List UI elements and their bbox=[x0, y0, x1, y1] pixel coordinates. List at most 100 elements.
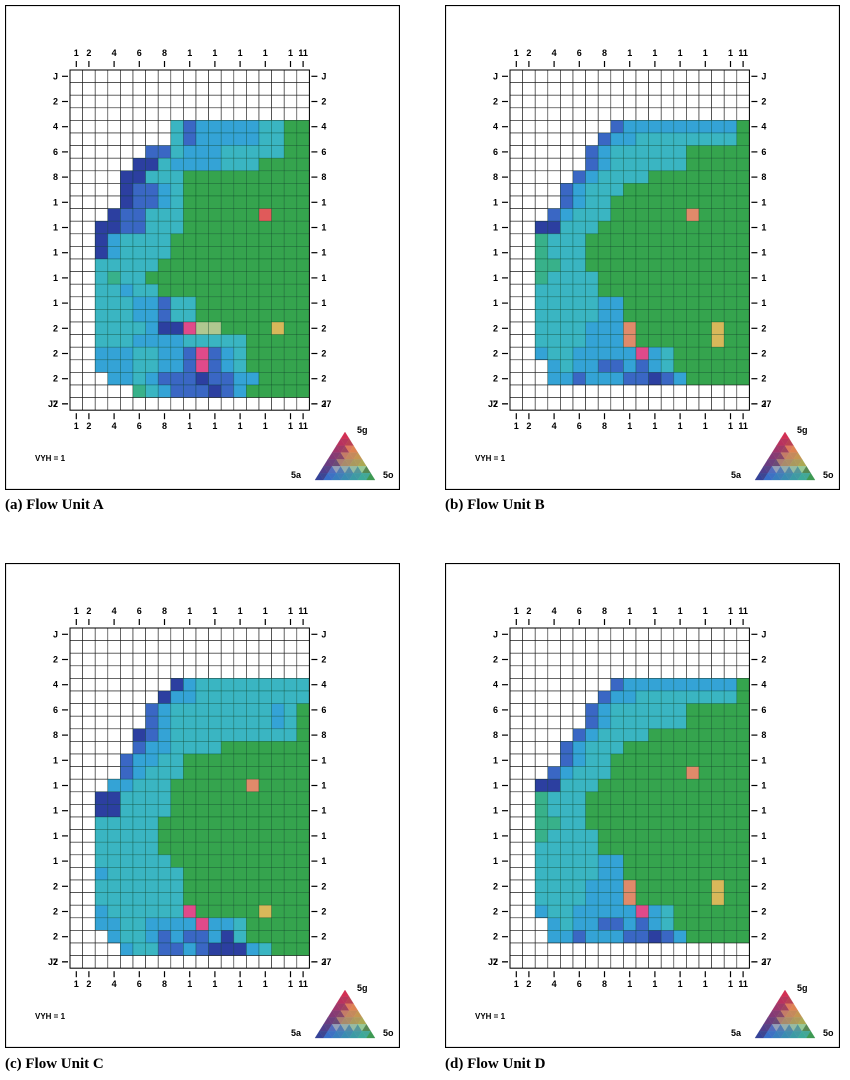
heatmap-cell bbox=[723, 829, 738, 843]
right-tick-label: 1 bbox=[761, 755, 766, 765]
heatmap-cell bbox=[157, 741, 172, 755]
heatmap-cell bbox=[698, 195, 712, 209]
heatmap-cell bbox=[120, 246, 134, 260]
heatmap-cell bbox=[698, 258, 712, 272]
heatmap-cell bbox=[195, 904, 209, 919]
heatmap-cell bbox=[145, 157, 159, 172]
heatmap-cell bbox=[258, 69, 272, 83]
heatmap-cell bbox=[635, 283, 649, 298]
heatmap-cell bbox=[220, 867, 235, 881]
heatmap-cell bbox=[195, 120, 209, 134]
heatmap-cell bbox=[635, 120, 649, 134]
heatmap-cell bbox=[82, 678, 96, 692]
ternary-cell bbox=[806, 1030, 816, 1039]
left-tick-label: J bbox=[493, 71, 498, 81]
right-tick-label: 1 bbox=[761, 781, 766, 791]
heatmap-svg: 1 2 4 6 8 1 1 1 1 1 111 2 4 6 8 1 1 1 1 1 11J2468111112222J7… bbox=[5, 5, 400, 490]
heatmap-cell bbox=[246, 258, 260, 272]
heatmap-cell bbox=[597, 346, 612, 361]
heatmap-cell bbox=[157, 120, 172, 134]
heatmap-cell bbox=[648, 183, 662, 197]
heatmap-cell bbox=[648, 678, 662, 692]
right-tick-label: J7 bbox=[321, 957, 331, 967]
left-tick-label: 1 bbox=[493, 755, 498, 765]
heatmap-cell bbox=[572, 703, 586, 717]
heatmap-cell bbox=[585, 170, 599, 184]
heatmap-cell bbox=[283, 627, 298, 641]
heatmap-cell bbox=[711, 94, 725, 109]
heatmap-cell bbox=[585, 183, 599, 197]
heatmap-cell bbox=[547, 283, 561, 298]
heatmap-cell bbox=[296, 955, 310, 969]
heatmap-cell bbox=[572, 841, 586, 856]
heatmap-cell bbox=[597, 791, 612, 805]
heatmap-cell bbox=[673, 233, 687, 247]
heatmap-cell bbox=[220, 384, 235, 398]
heatmap-cell bbox=[673, 397, 687, 411]
heatmap-cell bbox=[208, 753, 222, 767]
heatmap-cell bbox=[107, 346, 121, 361]
heatmap-cell bbox=[145, 208, 159, 222]
heatmap-cell bbox=[610, 372, 624, 386]
right-tick-label: 1 bbox=[321, 223, 326, 233]
heatmap-cell bbox=[283, 208, 298, 222]
heatmap-cell bbox=[258, 346, 272, 361]
heatmap-cell bbox=[711, 766, 725, 780]
heatmap-cell bbox=[183, 741, 197, 755]
heatmap-cell bbox=[183, 678, 197, 692]
heatmap-cell bbox=[673, 384, 687, 398]
heatmap-cell bbox=[94, 867, 109, 881]
right-tick-label: 1 bbox=[761, 273, 766, 283]
heatmap-cell bbox=[107, 892, 121, 906]
left-tick-label: 2 bbox=[53, 349, 58, 359]
heatmap-cell bbox=[547, 829, 561, 843]
heatmap-cell bbox=[534, 246, 549, 260]
heatmap-cell bbox=[296, 233, 310, 247]
heatmap-cell bbox=[572, 690, 586, 704]
heatmap-cell bbox=[509, 220, 523, 235]
heatmap-cell bbox=[686, 309, 700, 323]
heatmap-cell bbox=[283, 829, 298, 843]
heatmap-cell bbox=[82, 94, 96, 109]
heatmap-cell bbox=[635, 107, 649, 121]
heatmap-cell bbox=[170, 69, 184, 83]
heatmap-cell bbox=[560, 120, 574, 134]
heatmap-cell bbox=[271, 132, 285, 146]
heatmap-cell bbox=[132, 652, 146, 667]
heatmap-cell bbox=[220, 652, 235, 667]
heatmap-cell bbox=[94, 917, 109, 931]
heatmap-cell bbox=[246, 816, 260, 830]
heatmap-cell bbox=[195, 652, 209, 667]
heatmap-cell bbox=[258, 854, 272, 868]
bottom-tick-label: 1 bbox=[703, 979, 708, 989]
heatmap-cell bbox=[233, 879, 247, 893]
left-tick-label: 1 bbox=[493, 831, 498, 841]
heatmap-cell bbox=[246, 309, 260, 323]
heatmap-cell bbox=[233, 94, 247, 109]
heatmap-cell bbox=[560, 627, 574, 641]
heatmap-cell bbox=[208, 665, 222, 679]
heatmap-cell bbox=[711, 816, 725, 830]
heatmap-cell bbox=[534, 107, 549, 121]
heatmap-cell bbox=[283, 841, 298, 856]
ternary-legend bbox=[754, 989, 816, 1039]
heatmap-cell bbox=[660, 82, 675, 96]
heatmap-cell bbox=[623, 930, 637, 944]
heatmap-cell bbox=[107, 309, 121, 323]
heatmap-cell bbox=[271, 778, 285, 793]
heatmap-cell bbox=[246, 82, 260, 96]
heatmap-cell bbox=[610, 841, 624, 856]
heatmap-cell bbox=[82, 955, 96, 969]
heatmap-cell bbox=[509, 359, 523, 373]
ternary-cell bbox=[340, 431, 350, 440]
heatmap-cell bbox=[736, 233, 750, 247]
heatmap-cell bbox=[94, 640, 109, 654]
heatmap-cell bbox=[635, 892, 649, 906]
heatmap-cell bbox=[258, 652, 272, 667]
heatmap-cell bbox=[660, 879, 675, 893]
heatmap-cell bbox=[82, 665, 96, 679]
heatmap-cell bbox=[560, 372, 574, 386]
heatmap-cell bbox=[723, 170, 738, 184]
heatmap-cell bbox=[94, 309, 109, 323]
heatmap-cell bbox=[283, 728, 298, 742]
